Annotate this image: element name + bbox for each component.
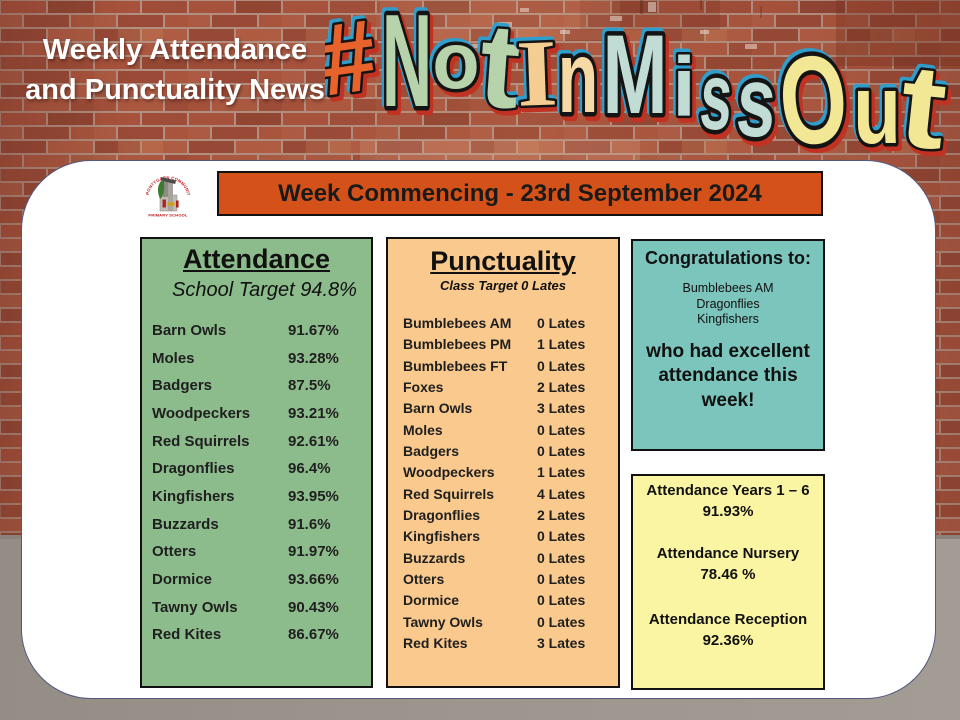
svg-text:O: O <box>774 28 853 165</box>
svg-text:u: u <box>853 55 901 164</box>
svg-text:i: i <box>672 40 695 134</box>
svg-text:t: t <box>475 0 524 134</box>
svg-text:n: n <box>561 25 601 139</box>
svg-text:#: # <box>325 0 383 118</box>
svg-text:i: i <box>670 37 693 131</box>
svg-text:s: s <box>733 46 780 160</box>
svg-text:PRIMARY SCHOOL: PRIMARY SCHOOL <box>148 213 188 218</box>
svg-text:s: s <box>736 50 783 164</box>
svg-text:o: o <box>430 13 477 102</box>
svg-text:s: s <box>697 42 736 151</box>
svg-text:o: o <box>432 16 479 105</box>
svg-text:I: I <box>518 24 562 131</box>
svg-text:#: # <box>325 3 386 122</box>
svg-text:n: n <box>558 21 598 135</box>
svg-text:i: i <box>675 44 698 138</box>
svg-text:N: N <box>380 0 431 132</box>
svg-text:M: M <box>605 16 670 141</box>
svg-text:N: N <box>382 0 433 135</box>
svg-text:n: n <box>556 18 596 132</box>
svg-text:u: u <box>851 52 899 161</box>
svg-text:N: N <box>385 0 436 139</box>
svg-text:M: M <box>600 9 665 134</box>
svg-text:M: M <box>602 12 667 137</box>
svg-text:I: I <box>513 17 557 124</box>
svg-text:I: I <box>515 20 559 127</box>
svg-text:u: u <box>856 59 904 165</box>
svg-text:o: o <box>435 20 482 109</box>
